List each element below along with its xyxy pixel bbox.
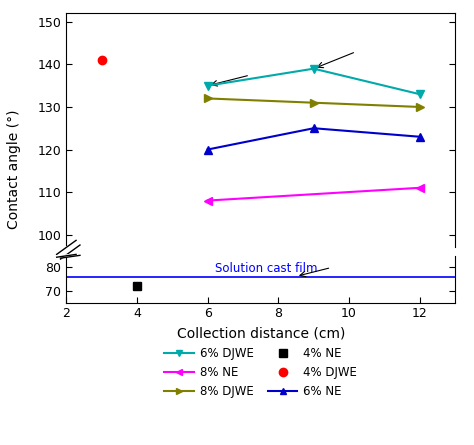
Text: Contact angle (°): Contact angle (°) xyxy=(7,109,21,229)
Legend: 6% DJWE, 8% NE, 8% DJWE, 4% NE, 4% DJWE, 6% NE: 6% DJWE, 8% NE, 8% DJWE, 4% NE, 4% DJWE,… xyxy=(160,342,362,402)
Text: Solution cast film: Solution cast film xyxy=(215,262,317,275)
X-axis label: Collection distance (cm): Collection distance (cm) xyxy=(176,326,345,340)
